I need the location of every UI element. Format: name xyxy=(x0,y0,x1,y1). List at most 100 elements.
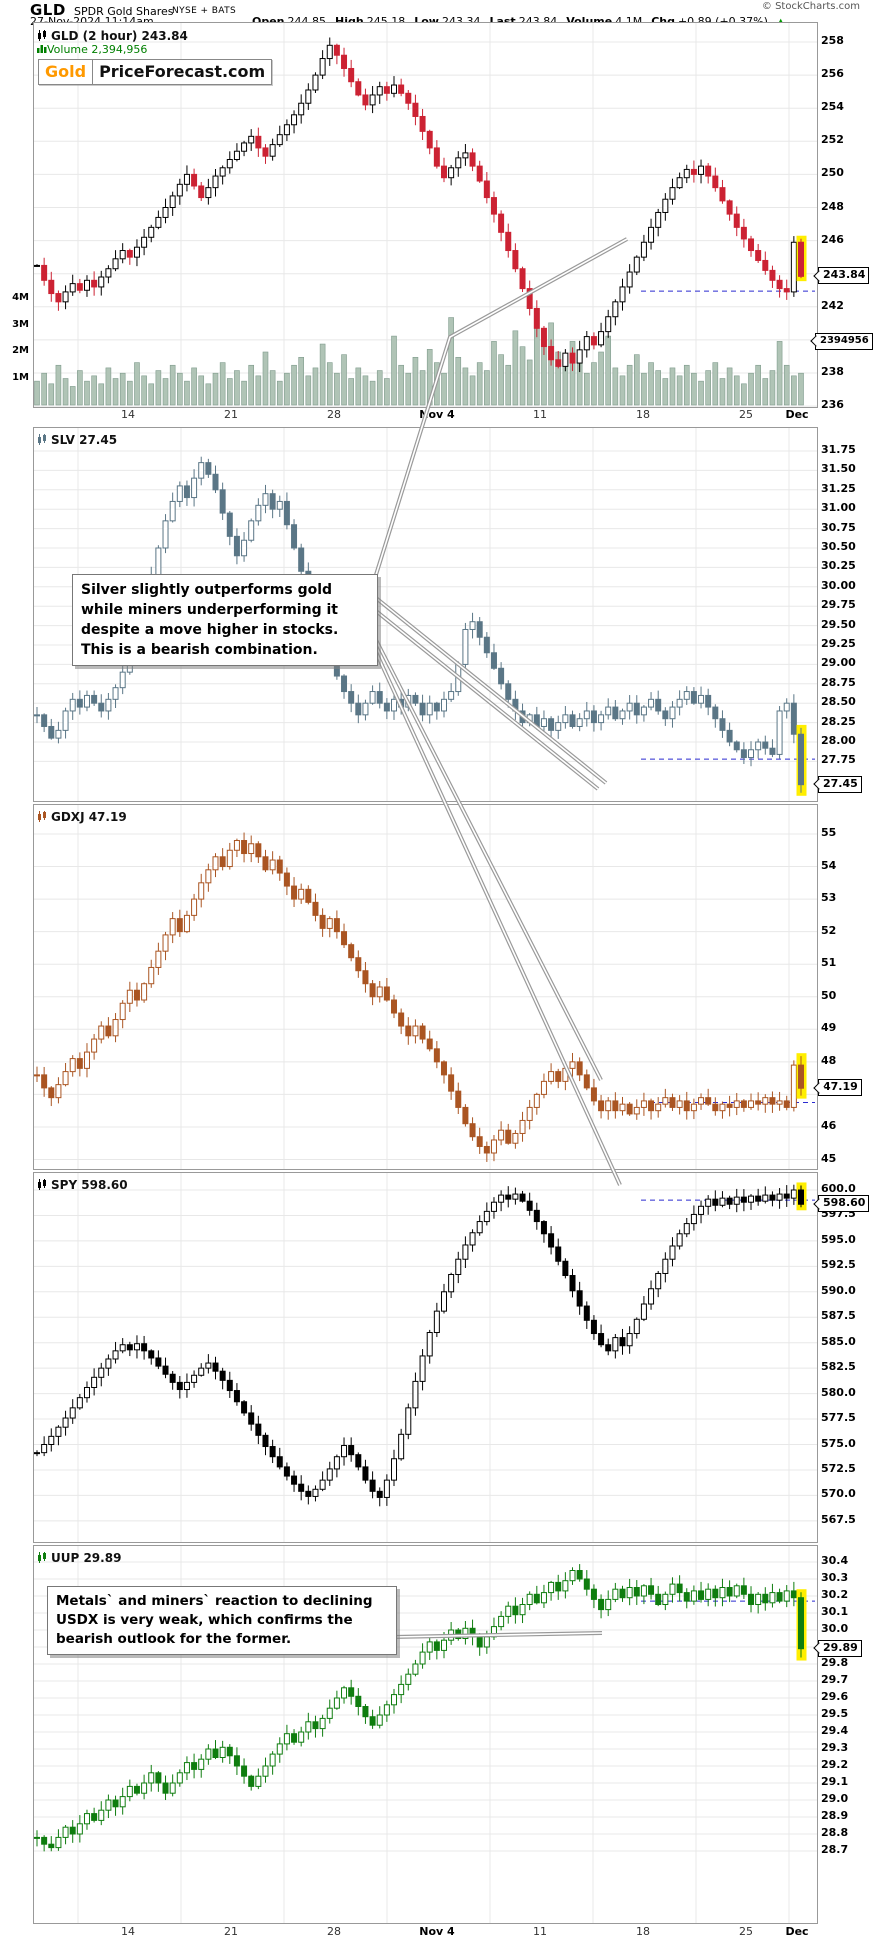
spy-ytick-label: 570.0 xyxy=(821,1487,856,1501)
uup-ytick-label: 29.2 xyxy=(821,1758,849,1771)
spy-ytick-label: 580.0 xyxy=(821,1385,856,1399)
x-axis-date-label: 25 xyxy=(739,408,753,421)
uup-ytick-label: 30.2 xyxy=(821,1588,849,1601)
gld-ytick-label: 252 xyxy=(821,133,844,147)
slv-ytick-label: 30.25 xyxy=(821,559,856,573)
goldpriceforecast-logo: Gold PriceForecast.com xyxy=(38,59,273,85)
gdxj-ytick-label: 55 xyxy=(821,826,837,839)
gld-ytick-label: 242 xyxy=(821,298,844,312)
slv-ytick-label: 31.50 xyxy=(821,462,856,476)
slv-ytick-label: 28.00 xyxy=(821,734,856,747)
annotation-box-silver: Silver slightly outperforms gold while m… xyxy=(72,574,378,666)
x-axis-date-label: 28 xyxy=(327,408,341,421)
gld-price-tag: 243.84 xyxy=(818,267,870,285)
slv-panel-label: SLV 27.45 xyxy=(37,433,117,448)
slv-ytick-label: 29.25 xyxy=(821,637,856,650)
uup-ytick-label: 29.4 xyxy=(821,1724,849,1737)
slv-ytick-label: 29.50 xyxy=(821,617,856,631)
gld-ytick-label: 248 xyxy=(821,199,844,213)
slv-price-tag: 27.45 xyxy=(818,775,862,793)
gdxj-ytick-label: 49 xyxy=(821,1021,837,1035)
x-axis-date-label: Dec xyxy=(785,1925,809,1938)
copyright: © StockCharts.com xyxy=(761,1,860,12)
x-axis-date-label: 18 xyxy=(636,408,650,421)
gdxj-ytick-label: 54 xyxy=(821,858,837,872)
gld-ytick-label: 236 xyxy=(821,398,844,412)
gdxj-plot xyxy=(34,805,817,1169)
spy-ytick-label: 572.5 xyxy=(821,1461,856,1475)
spy-panel xyxy=(33,1172,818,1543)
volume-bars-icon xyxy=(37,43,47,56)
gld-ytick-label: 256 xyxy=(821,67,844,81)
candlestick-icon xyxy=(37,30,48,44)
uup-ytick-label: 29.3 xyxy=(821,1741,849,1754)
gdxj-ytick-label: 46 xyxy=(821,1118,837,1132)
logo-gold-text: Gold xyxy=(39,60,94,84)
exchange-label: NYSE + BATS xyxy=(172,6,237,16)
spy-ytick-label: 582.5 xyxy=(821,1360,856,1374)
uup-ytick-label: 29.5 xyxy=(821,1707,849,1720)
gld-ytick-label: 258 xyxy=(821,34,844,47)
spy-ytick-label: 595.0 xyxy=(821,1232,856,1246)
gld-ytick-label: 254 xyxy=(821,100,844,114)
gdxj-panel-label: GDXJ 47.19 xyxy=(37,810,127,825)
uup-ytick-label: 29.7 xyxy=(821,1673,849,1686)
candlestick-icon xyxy=(37,811,48,825)
x-axis-date-label: 14 xyxy=(121,408,135,421)
gld-ytick-label: 238 xyxy=(821,365,844,378)
gld-panel-label: GLD (2 hour) 243.84 xyxy=(37,29,188,44)
spy-ytick-label: 587.5 xyxy=(821,1309,856,1323)
spy-plot xyxy=(34,1173,817,1542)
gdxj-ytick-label: 53 xyxy=(821,891,837,905)
slv-ytick-label: 31.00 xyxy=(821,501,856,515)
x-axis-date-label: 25 xyxy=(739,1925,753,1938)
x-axis-date-label: 21 xyxy=(224,1925,238,1938)
x-axis-date-label: 28 xyxy=(327,1925,341,1938)
gld-volume-label: Volume 2,394,956 xyxy=(37,43,147,56)
uup-ytick-label: 29.8 xyxy=(821,1656,849,1669)
uup-ytick-label: 29.1 xyxy=(821,1775,849,1788)
x-axis-date-label: Dec xyxy=(785,408,809,421)
x-axis-date-label: 18 xyxy=(636,1925,650,1938)
gld-ytick-label: 250 xyxy=(821,166,844,180)
x-axis-date-label: 11 xyxy=(533,408,547,421)
volume-ytick-label: 2M xyxy=(12,345,29,356)
spy-ytick-label: 567.5 xyxy=(821,1512,856,1526)
uup-ytick-label: 28.8 xyxy=(821,1826,849,1839)
spy-price-tag: 598.60 xyxy=(818,1195,870,1213)
gdxj-panel xyxy=(33,804,818,1170)
symbol-title: GLD xyxy=(30,1,66,19)
candlestick-icon xyxy=(37,434,48,448)
spy-ytick-label: 600.0 xyxy=(821,1182,856,1195)
x-axis-date-label: 21 xyxy=(224,408,238,421)
candlestick-icon xyxy=(37,1552,48,1566)
slv-ytick-label: 29.00 xyxy=(821,656,856,670)
uup-ytick-label: 30.4 xyxy=(821,1554,849,1567)
uup-ytick-label: 30.3 xyxy=(821,1571,849,1584)
symbol-subtitle: SPDR Gold Shares xyxy=(74,5,174,18)
candlestick-icon xyxy=(37,1179,48,1193)
gdxj-ytick-label: 48 xyxy=(821,1053,837,1067)
volume-ytick-label: 3M xyxy=(12,318,29,330)
x-axis-date-label: 11 xyxy=(533,1925,547,1938)
slv-ytick-label: 27.75 xyxy=(821,753,856,767)
spy-ytick-label: 575.0 xyxy=(821,1436,856,1450)
uup-ytick-label: 28.9 xyxy=(821,1809,849,1822)
uup-ytick-label: 30.0 xyxy=(821,1622,849,1635)
spy-ytick-label: 577.5 xyxy=(821,1411,856,1425)
slv-ytick-label: 30.50 xyxy=(821,540,856,553)
gdxj-ytick-label: 52 xyxy=(821,923,837,937)
gdxj-price-tag: 47.19 xyxy=(818,1079,862,1097)
spy-panel-label: SPY 598.60 xyxy=(37,1178,128,1193)
gld-volume-tag: 2394956 xyxy=(815,332,873,350)
gdxj-ytick-label: 51 xyxy=(821,956,837,970)
x-axis-date-label: Nov 4 xyxy=(419,1925,455,1938)
spy-ytick-label: 585.0 xyxy=(821,1334,856,1348)
slv-ytick-label: 28.75 xyxy=(821,675,856,689)
spy-ytick-label: 592.5 xyxy=(821,1258,856,1272)
gld-ytick-label: 246 xyxy=(821,232,844,246)
uup-ytick-label: 29.0 xyxy=(821,1792,849,1805)
slv-ytick-label: 31.25 xyxy=(821,481,856,495)
uup-panel-label: UUP 29.89 xyxy=(37,1551,121,1566)
